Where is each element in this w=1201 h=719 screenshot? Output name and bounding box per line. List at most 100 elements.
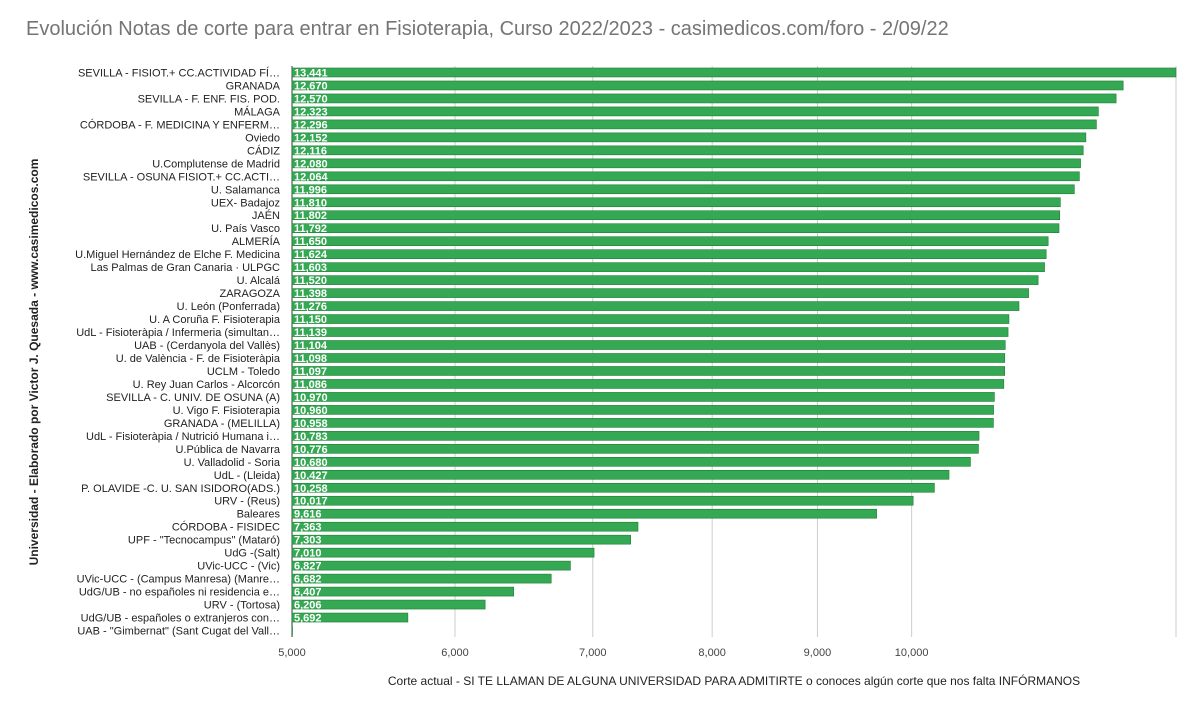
value-label: 11,098	[294, 353, 327, 365]
bar	[291, 184, 1075, 195]
bar	[291, 392, 995, 402]
value-label: 10,017	[294, 496, 328, 508]
category-label: U. Salamanca	[211, 184, 281, 196]
category-label: MÁLAGA	[234, 105, 281, 118]
bar	[291, 314, 1010, 324]
category-label: CÁDIZ	[247, 144, 280, 157]
value-label: 12,064	[294, 171, 329, 183]
category-label: ZARAGOZA	[219, 288, 280, 300]
value-label: 10,680	[294, 457, 328, 469]
category-label: UdG/UB - españoles o extranjeros con…	[81, 613, 280, 625]
category-label: P. OLAVIDE -C. U. SAN ISIDORO(ADS.)	[81, 483, 280, 495]
value-label: 10,258	[294, 483, 328, 495]
bar	[291, 262, 1045, 272]
category-label: UdG -(Salt)	[224, 548, 280, 560]
x-tick-label: 8,000	[698, 647, 726, 659]
value-label: 6,682	[294, 574, 322, 586]
value-label: 11,398	[294, 288, 327, 300]
value-label: 6,407	[294, 587, 322, 599]
category-label: U.Pública de Navarra	[175, 444, 280, 456]
category-label: Las Palmas de Gran Canaria · ULPGC	[90, 262, 280, 274]
value-label: 10,960	[294, 405, 328, 417]
category-label: UdL - Fisioteràpia / Nutrició Humana i…	[86, 431, 280, 443]
x-tick-label: 10,000	[895, 647, 929, 659]
x-tick-labels: 5,000 6,000 7,000 8,000 9,000 10,000	[278, 647, 928, 659]
value-label: 11,603	[294, 262, 327, 274]
category-label: U. Alcalá	[237, 275, 281, 287]
value-label: 10,783	[294, 431, 328, 443]
x-tick-label: 6,000	[441, 647, 469, 659]
bar	[291, 508, 877, 519]
value-label: 11,097	[294, 366, 327, 378]
value-label: 11,802	[294, 210, 327, 222]
value-label: 11,810	[294, 197, 327, 209]
value-label: 10,958	[294, 418, 328, 430]
category-label: SEVILLA - OSUNA FISIOT.+ CC.ACTI…	[83, 171, 280, 183]
value-label: 5,692	[294, 613, 322, 625]
value-label: 9,616	[294, 509, 322, 521]
bar	[291, 80, 1124, 91]
bar	[291, 288, 1029, 298]
value-label: 11,520	[294, 275, 327, 287]
category-label: SEVILLA - FISIOT.+ CC.ACTIVIDAD FÍ…	[78, 66, 280, 79]
value-label: 11,139	[294, 327, 327, 339]
bar	[291, 275, 1039, 285]
bar	[291, 327, 1009, 337]
x-axis-label: Corte actual - SI TE LLAMAN DE ALGUNA UN…	[387, 674, 1081, 688]
bar	[291, 67, 1177, 78]
value-label: 11,792	[294, 223, 327, 235]
bar	[291, 301, 1020, 311]
category-label: UAB - (Cerdanyola del Vallès)	[134, 340, 280, 352]
category-label: CÓRDOBA - F. MEDICINA Y ENFERM…	[80, 118, 280, 131]
bar	[291, 457, 971, 467]
bar	[291, 106, 1099, 117]
category-label: U. A Coruña F. Fisioterapia	[149, 314, 281, 326]
value-label: 7,363	[294, 522, 322, 534]
value-label: 12,080	[294, 158, 328, 170]
bar	[291, 612, 409, 623]
category-label: U. León (Ponferrada)	[177, 301, 280, 313]
category-label: JAÉN	[252, 209, 280, 222]
value-label: 11,624	[294, 249, 328, 261]
chart-title: Evolución Notas de corte para entrar en …	[26, 18, 949, 40]
bar	[291, 379, 1005, 389]
bar	[291, 482, 935, 493]
bar	[291, 366, 1005, 376]
bar	[291, 495, 914, 506]
category-label: UAB - "Gimbernat" (Sant Cugat del Vall…	[77, 626, 280, 638]
category-label: UdG/UB - no españoles ni residencia e…	[79, 587, 280, 599]
x-tick-label: 9,000	[804, 647, 832, 659]
value-label: 12,152	[294, 132, 328, 144]
bar	[291, 158, 1081, 169]
category-label: GRANADA	[226, 80, 281, 92]
bar	[291, 223, 1060, 234]
category-label: UCLM - Toledo	[207, 366, 280, 378]
bar	[291, 197, 1061, 208]
value-label: 12,670	[294, 80, 328, 92]
bar	[291, 560, 571, 571]
category-label: U. País Vasco	[211, 223, 280, 235]
category-label: U. Valladolid - Soria	[184, 457, 281, 469]
bar	[291, 534, 631, 545]
category-label: CÓRDOBA - FISIDEC	[172, 521, 280, 534]
bar	[291, 210, 1061, 221]
category-label: UVic-UCC - (Campus Manresa) (Manre…	[77, 574, 280, 586]
bar	[291, 547, 595, 558]
bar	[291, 93, 1117, 104]
bar	[291, 625, 293, 636]
category-label: UdL - Fisioteràpia / Infermeria (simulta…	[76, 327, 280, 339]
value-label: 12,323	[294, 106, 328, 118]
category-labels: SEVILLA - FISIOT.+ CC.ACTIVIDAD FÍ…GRANA…	[75, 66, 281, 637]
category-label: URV - (Reus)	[214, 496, 280, 508]
category-label: URV - (Tortosa)	[204, 600, 280, 612]
bar	[291, 418, 994, 428]
category-label: U. Rey Juan Carlos - Alcorcón	[133, 379, 280, 391]
bar	[291, 145, 1084, 156]
bar	[291, 599, 486, 610]
value-label: 10,427	[294, 470, 328, 482]
value-label: 12,116	[294, 145, 327, 157]
value-label: 11,150	[294, 314, 327, 326]
value-label: 12,296	[294, 119, 328, 131]
category-label: UVic-UCC - (Vic)	[197, 561, 280, 573]
